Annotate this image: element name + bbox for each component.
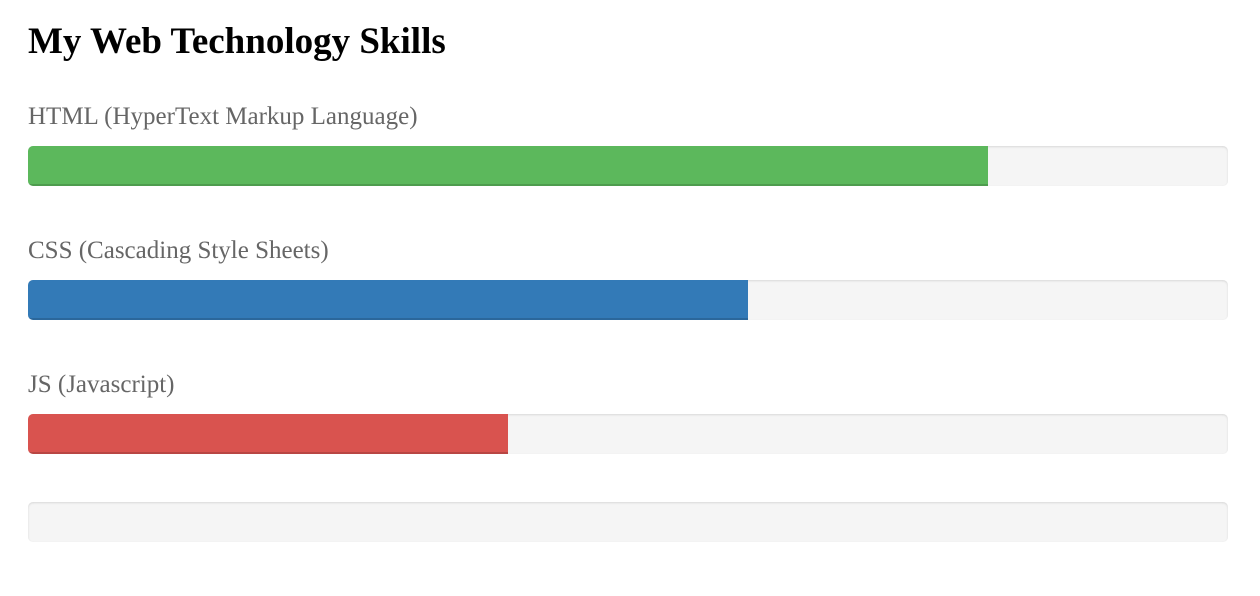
progress-bar-js [28, 414, 508, 454]
progress-track-js [28, 414, 1228, 454]
progress-track-html [28, 146, 1228, 186]
skill-label-js: JS (Javascript) [28, 371, 175, 398]
page-title: My Web Technology Skills [28, 21, 446, 62]
skill-label-html: HTML (HyperText Markup Language) [28, 103, 418, 130]
skill-label-css: CSS (Cascading Style Sheets) [28, 237, 329, 264]
progress-track-empty [28, 502, 1228, 542]
progress-track-css [28, 280, 1228, 320]
progress-bar-html [28, 146, 988, 186]
progress-bar-css [28, 280, 748, 320]
